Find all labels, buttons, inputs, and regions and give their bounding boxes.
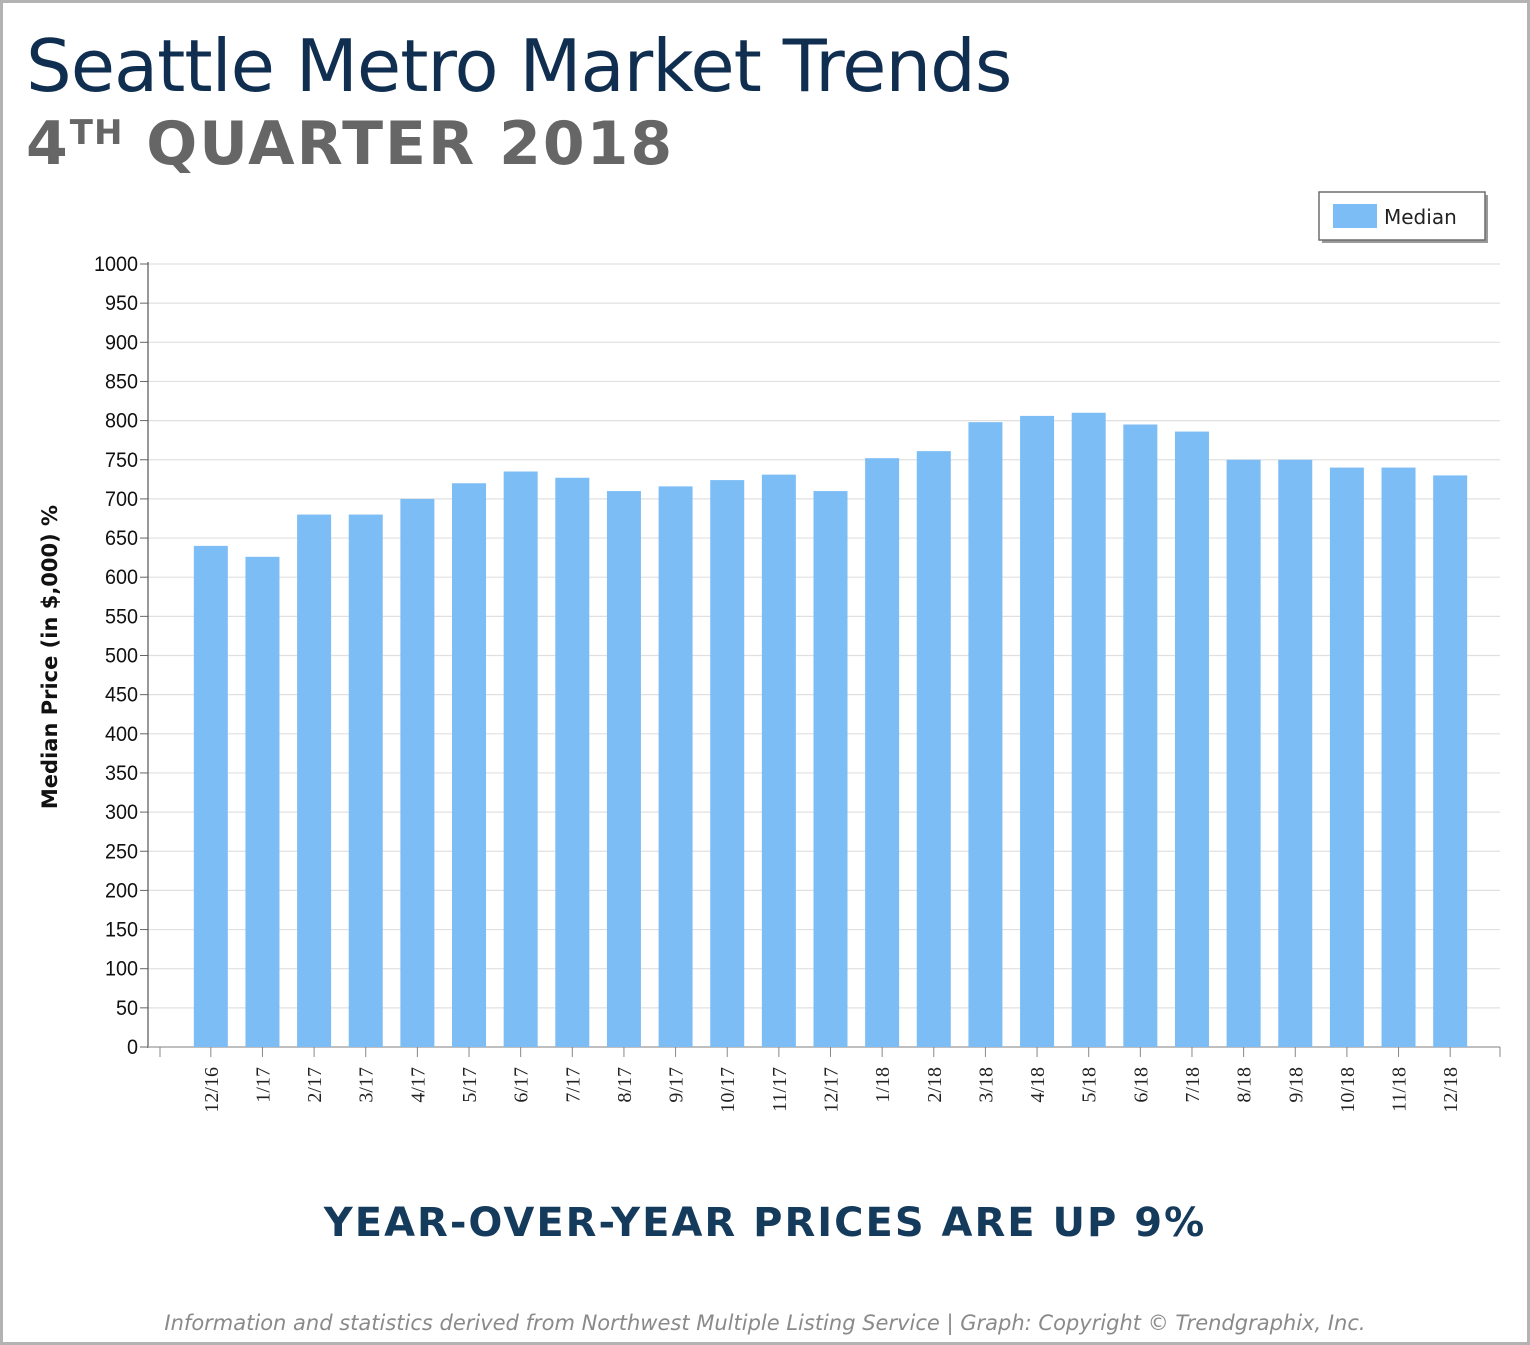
subtitle-quarter-text: QUARTER 2018	[146, 109, 675, 179]
legend: Median	[1318, 191, 1488, 243]
x-tick-label: 7/17	[562, 1067, 584, 1103]
y-tick-label: 900	[105, 331, 138, 354]
y-tick-label: 100	[105, 958, 138, 981]
bar-4-17	[400, 498, 435, 1047]
bar-7-17	[555, 477, 590, 1047]
x-tick-label: 2/18	[924, 1067, 946, 1103]
x-tick-label: 10/18	[1337, 1067, 1359, 1113]
y-tick-label: 600	[105, 566, 138, 589]
y-tick-label: 250	[105, 840, 138, 863]
x-tick-label: 11/17	[769, 1067, 791, 1112]
x-tick-label: 4/17	[407, 1067, 429, 1103]
x-tick-label: 9/18	[1285, 1067, 1307, 1103]
bar-12-18	[1433, 475, 1468, 1047]
bar-6-18	[1123, 424, 1158, 1047]
x-tick-label: 11/18	[1389, 1067, 1411, 1112]
bar-8-17	[606, 491, 641, 1047]
bar-12-16	[193, 545, 228, 1047]
x-tick-label: 8/18	[1234, 1067, 1256, 1103]
x-tick-label: 8/17	[614, 1067, 636, 1103]
y-tick-label: 650	[105, 527, 138, 550]
x-tick-label: 1/18	[872, 1067, 894, 1103]
y-tick-label: 700	[105, 488, 138, 511]
y-tick-label: 950	[105, 292, 138, 315]
x-tick-label: 2/17	[304, 1067, 326, 1103]
x-tick-label: 4/18	[1027, 1067, 1049, 1103]
bar-1-17	[245, 556, 280, 1047]
x-tick-label: 5/17	[459, 1067, 481, 1103]
y-tick-label: 150	[105, 919, 138, 942]
bar-2-17	[297, 514, 332, 1047]
bar-9-18	[1278, 459, 1313, 1047]
bar-1-18	[865, 458, 900, 1048]
y-tick-label: 500	[105, 645, 138, 668]
bar-7-18	[1174, 431, 1209, 1047]
bar-4-18	[1020, 415, 1055, 1048]
y-tick-label: 0	[127, 1036, 138, 1059]
page-subtitle: 4TH QUARTER 2018	[26, 114, 674, 174]
bar-5-18	[1071, 412, 1106, 1047]
x-tick-label: 5/18	[1079, 1067, 1101, 1103]
y-tick-label: 1000	[94, 253, 138, 276]
legend-label-median: Median	[1384, 205, 1457, 229]
bar-3-18	[968, 422, 1003, 1047]
x-tick-label: 10/17	[717, 1067, 739, 1113]
bar-2-18	[916, 451, 951, 1048]
x-tick-label: 12/16	[201, 1067, 223, 1113]
x-tick-label: 3/17	[356, 1067, 378, 1103]
bar-8-18	[1226, 459, 1261, 1047]
bar-9-17	[658, 486, 693, 1047]
y-tick-label: 400	[105, 723, 138, 746]
bar-11-18	[1381, 467, 1416, 1048]
page-title: Seattle Metro Market Trends	[26, 24, 1012, 108]
y-tick-label: 450	[105, 684, 138, 707]
y-tick-label: 300	[105, 801, 138, 824]
source-footer: Information and statistics derived from …	[164, 1311, 1366, 1335]
y-axis-label: Median Price (in $,000) %	[38, 505, 62, 809]
x-tick-label: 12/18	[1440, 1067, 1462, 1113]
y-tick-label: 200	[105, 879, 138, 902]
bar-11-17	[761, 474, 796, 1047]
x-tick-label: 1/17	[252, 1067, 274, 1103]
y-tick-label: 350	[105, 762, 138, 785]
subtitle-ordinal-suffix: TH	[69, 113, 124, 153]
subtitle-quarter-number: 4	[26, 109, 70, 179]
bar-3-17	[348, 514, 383, 1047]
bar-6-17	[503, 471, 538, 1047]
bars	[193, 412, 1468, 1048]
bar-12-17	[813, 491, 848, 1047]
y-tick-label: 550	[105, 605, 138, 628]
y-tick-label: 50	[116, 997, 138, 1020]
bar-chart: 0 50 100 150 200 250 300 350 400 450 500 550 600 650 7…	[38, 191, 1501, 1113]
x-tick-label: 7/18	[1182, 1067, 1204, 1103]
x-tick-label: 3/18	[975, 1067, 997, 1103]
bar-5-17	[452, 483, 487, 1047]
legend-swatch-median	[1333, 204, 1377, 228]
y-tick-label: 850	[105, 370, 138, 393]
x-tick-label: 6/18	[1130, 1067, 1152, 1103]
tick-labels: 0 50 100 150 200 250 300 350 400 450 500 550 600 650 7…	[94, 253, 1462, 1113]
y-tick-label: 750	[105, 449, 138, 472]
x-tick-label: 6/17	[511, 1067, 533, 1103]
bar-10-18	[1329, 467, 1364, 1048]
x-tick-label: 12/17	[821, 1067, 843, 1113]
yoy-callout: YEAR-OVER-YEAR PRICES ARE UP 9%	[323, 1200, 1207, 1246]
x-tick-label: 9/17	[666, 1067, 688, 1103]
bar-10-17	[710, 480, 745, 1047]
y-tick-label: 800	[105, 410, 138, 433]
